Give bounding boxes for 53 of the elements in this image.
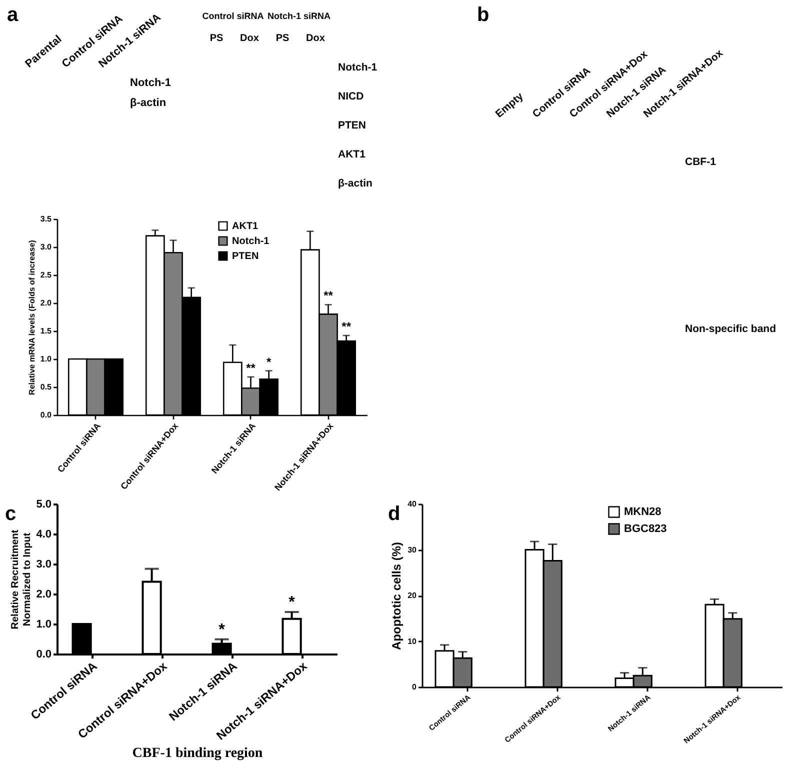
annotation: * <box>288 594 296 611</box>
text: AKT1 <box>338 148 366 160</box>
category-label: Dox <box>306 33 326 44</box>
y-tick-label: 10 <box>408 636 418 646</box>
x-axis-title: CBF-1 binding region <box>132 746 263 761</box>
annotation: ** <box>246 360 256 375</box>
y-tick-label: 2.0 <box>40 298 52 308</box>
category-label: PS <box>210 33 224 44</box>
y-tick-label: 0.0 <box>40 410 52 420</box>
text: PTEN <box>338 120 366 132</box>
legend-label: BGC823 <box>624 523 667 535</box>
legend-label: PTEN <box>232 251 259 262</box>
text: a <box>7 4 19 26</box>
text: Non-specific band <box>685 323 776 336</box>
y-tick-label: 0.0 <box>36 648 52 660</box>
annotation: ** <box>342 319 352 334</box>
text: β-actin <box>338 178 372 190</box>
text: Notch-1 siRNA <box>267 11 331 21</box>
text: Notch-1 <box>130 77 171 89</box>
category-label: PS <box>276 33 290 44</box>
y-tick-label: 1.0 <box>40 354 52 364</box>
legend-label: Notch-1 <box>232 236 270 247</box>
y-tick-label: 40 <box>408 500 418 508</box>
y-tick-label: 4.0 <box>36 528 52 540</box>
chart-title: d <box>388 503 400 525</box>
y-tick-label: 3.0 <box>40 242 52 252</box>
annotation: * <box>266 354 272 369</box>
y-axis-title: Apoptotic cells (%) <box>390 542 404 650</box>
legend-label: AKT1 <box>232 221 259 232</box>
y-tick-label: 5.0 <box>36 498 52 510</box>
text: b <box>477 4 490 26</box>
chart-title: c <box>5 503 16 525</box>
y-tick-label: 2.5 <box>40 270 52 280</box>
y-tick-label: 3.5 <box>40 214 52 224</box>
y-tick-label: 30 <box>408 545 418 554</box>
annotation: * <box>218 621 226 638</box>
y-tick-label: 1.5 <box>40 326 52 336</box>
y-tick-label: 20 <box>408 591 418 600</box>
y-axis-title: Relative mRNA levels (Folds of increase) <box>27 240 36 395</box>
annotation: ** <box>324 288 334 303</box>
y-tick-label: 0.5 <box>40 382 52 392</box>
y-axis-title: Relative Recruitment Normalized to Input <box>10 529 34 630</box>
y-tick-label: 2.0 <box>36 588 52 600</box>
text: NICD <box>338 90 364 102</box>
legend-label: MKN28 <box>624 506 662 518</box>
y-tick-label: 0 <box>412 682 418 692</box>
category-label: Dox <box>240 33 260 44</box>
text: Control siRNA <box>202 11 264 21</box>
y-tick-label: 3.0 <box>36 558 52 570</box>
y-tick-label: 1.0 <box>36 618 52 630</box>
text: CBF-1 <box>685 156 716 168</box>
text: Notch-1 <box>338 62 378 74</box>
text: β-actin <box>130 97 166 109</box>
